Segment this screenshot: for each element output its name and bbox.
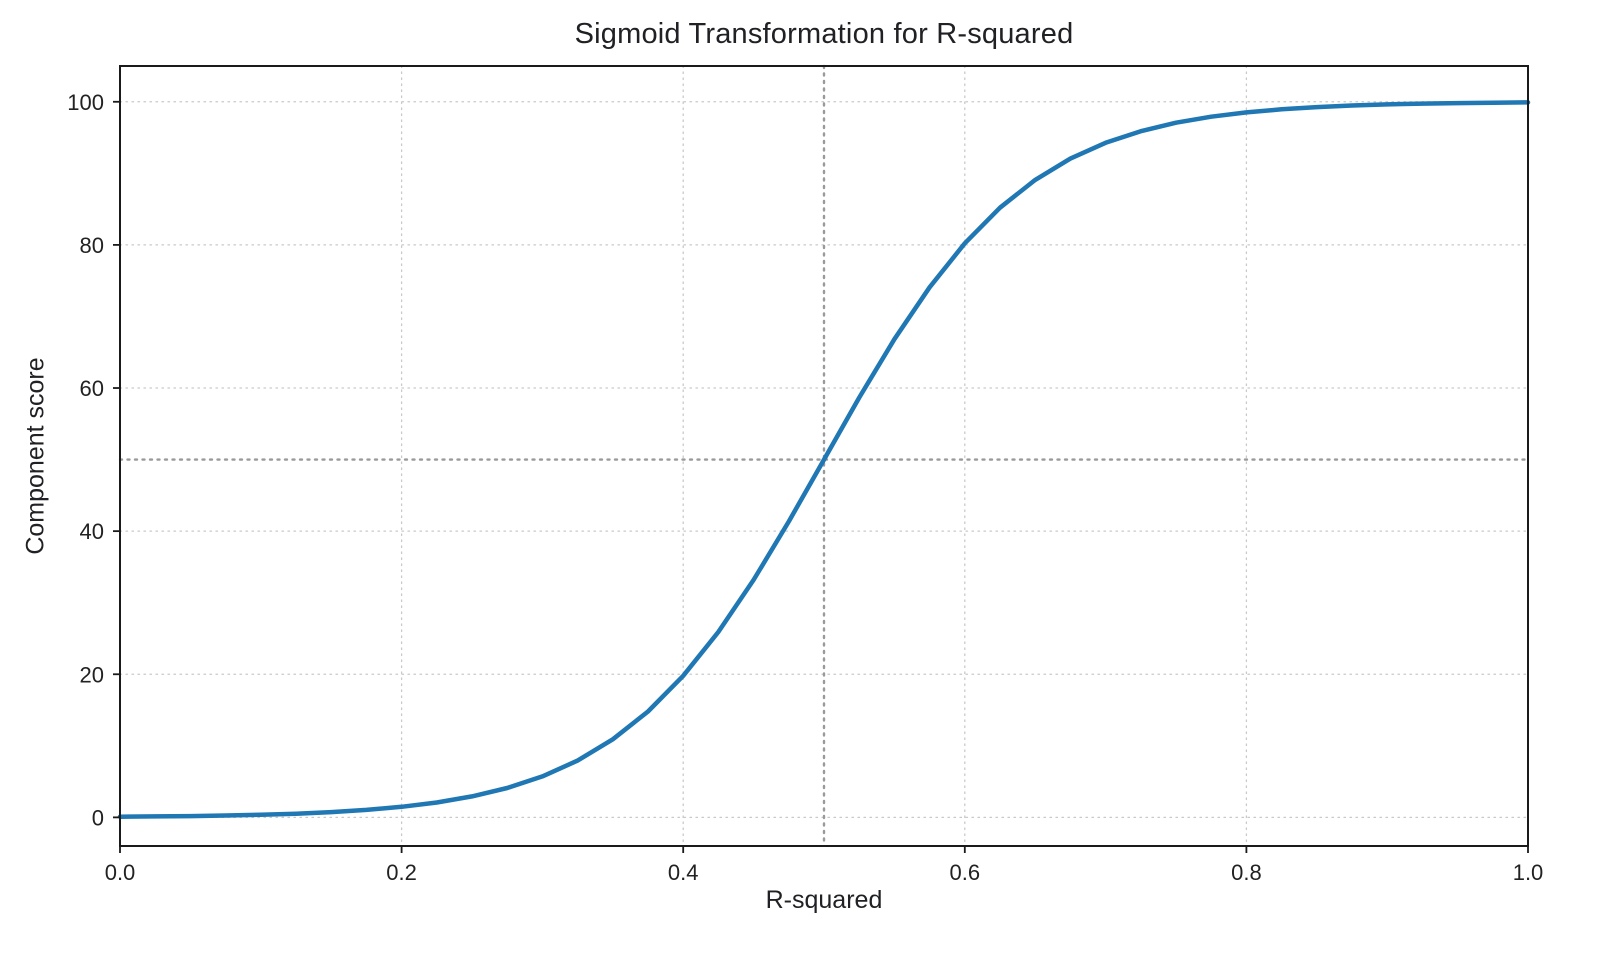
plot-border (119, 65, 1529, 847)
x-tick-label: 0.6 (950, 860, 981, 885)
x-tick-label: 0.2 (386, 860, 417, 885)
y-tick-label: 40 (80, 519, 104, 544)
x-axis-label: R-squared (765, 886, 883, 914)
x-tick-label: 0.4 (668, 860, 699, 885)
y-tick-label: 100 (67, 90, 104, 115)
x-tick-label: 1.0 (1513, 860, 1544, 885)
series-sigmoid-curve (117, 100, 1531, 819)
y-tick-label: 60 (80, 376, 104, 401)
y-tick-label: 20 (80, 662, 104, 687)
x-tick-label: 0.0 (105, 860, 136, 885)
y-tick-label: 80 (80, 233, 104, 258)
y-tick-label: 0 (92, 805, 104, 830)
chart-title: Sigmoid Transformation for R-squared (574, 18, 1074, 50)
x-tick-label: 0.8 (1231, 860, 1262, 885)
